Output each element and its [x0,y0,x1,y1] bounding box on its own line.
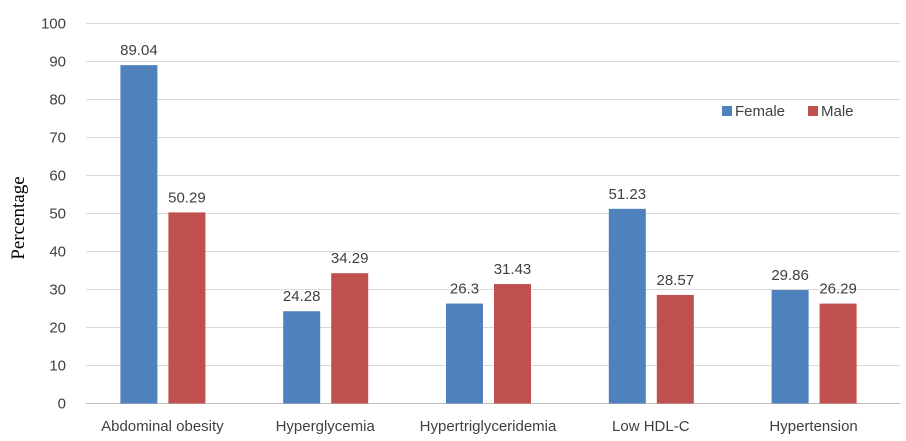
data-label: 29.86 [771,267,809,284]
legend-label: Male [821,103,854,120]
data-label: 24.28 [283,288,321,305]
x-tick-label: Hyperglycemia [276,418,376,435]
bar-male [494,284,531,404]
data-label: 26.3 [450,281,479,298]
y-tick-label: 0 [58,396,66,413]
data-label: 28.57 [657,272,695,289]
legend-swatch-female [722,106,732,116]
y-tick-label: 90 [49,54,66,71]
bars [120,65,857,404]
x-tick-label: Low HDL-C [612,418,690,435]
bar-male [819,303,857,404]
data-label: 34.29 [331,250,369,267]
legend-swatch-male [808,106,818,116]
bar-female [771,290,809,404]
data-labels: 89.04 50.29 24.28 34.29 26.3 31.43 51.23 28.57 2… [120,42,857,305]
x-tick-label: Abdominal obesity [101,418,224,435]
y-tick-label: 40 [49,244,66,261]
y-tick-label: 50 [49,206,66,223]
bar-female [120,65,158,404]
data-label: 50.29 [168,189,206,206]
y-tick-label: 20 [49,320,66,337]
legend: Female Male [722,103,854,120]
bar-male [331,273,369,404]
y-axis-title: Percentage [8,176,29,259]
x-axis: Abdominal obesity Hyperglycemia Hypertrigl… [101,418,858,435]
y-tick-label: 100 [41,16,66,33]
data-label: 26.29 [819,281,857,298]
y-tick-label: 80 [49,92,66,109]
bar-female [283,311,321,404]
y-axis: 0 10 20 30 40 50 60 70 80 90 100 [41,16,66,413]
y-tick-label: 60 [49,168,66,185]
y-tick-label: 70 [49,130,66,147]
data-label: 51.23 [609,186,647,203]
bar-male [168,212,206,404]
bar-female [608,208,646,404]
y-tick-label: 30 [49,282,66,299]
data-label: 89.04 [120,42,158,59]
bar-male [656,294,694,404]
y-tick-label: 10 [49,358,66,375]
legend-label: Female [735,103,785,120]
gridlines [86,23,900,404]
bar-female [446,303,483,404]
x-tick-label: Hypertension [769,418,857,435]
data-label: 31.43 [494,261,532,278]
x-tick-label: Hypertriglyceridemia [420,418,557,435]
